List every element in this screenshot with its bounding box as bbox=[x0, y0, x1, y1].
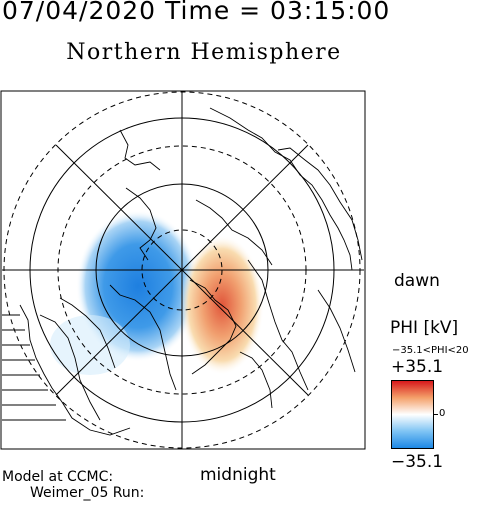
colorbar-zero-tick bbox=[434, 414, 438, 415]
legend-min: −35.1 bbox=[391, 452, 444, 472]
meridian-lines bbox=[2, 92, 364, 448]
colorbar bbox=[391, 380, 434, 449]
legend-range: −35.1<PHI<20 bbox=[392, 345, 469, 356]
legend-zero: 0 bbox=[439, 408, 446, 419]
legend-max: +35.1 bbox=[391, 357, 444, 377]
polar-potential-map bbox=[0, 90, 366, 450]
hemisphere-title: Northern Hemisphere bbox=[66, 40, 342, 65]
footer-run: Weimer_05 Run: bbox=[30, 485, 145, 501]
datetime-title: 07/04/2020 Time = 03:15:00 bbox=[2, 0, 391, 25]
dawn-label: dawn bbox=[394, 271, 440, 291]
legend-quantity: PHI [kV] bbox=[390, 318, 459, 338]
midnight-label: midnight bbox=[200, 465, 276, 485]
footer-model: Model at CCMC: bbox=[2, 469, 114, 485]
map-grid-ticks bbox=[2, 314, 66, 421]
coastlines bbox=[19, 107, 363, 436]
